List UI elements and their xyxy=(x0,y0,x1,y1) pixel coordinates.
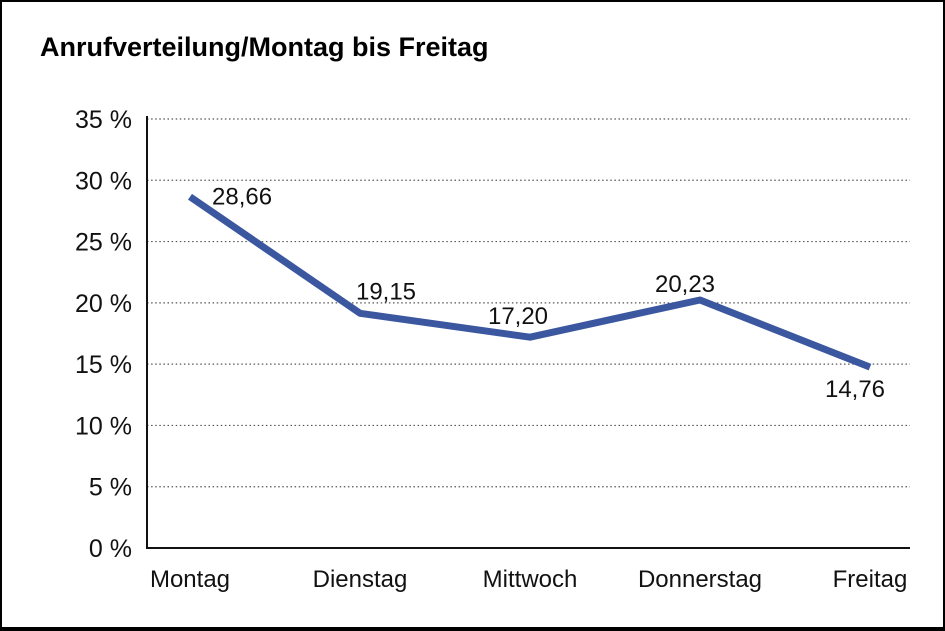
y-axis-tick-label: 0 % xyxy=(89,535,132,563)
data-series-line xyxy=(188,193,872,371)
data-point-label: 14,76 xyxy=(825,376,885,403)
x-axis-category-label: Donnerstag xyxy=(638,566,762,593)
x-axis-category-label: Dienstag xyxy=(313,566,408,593)
chart-title: Anrufverteilung/Montag bis Freitag xyxy=(40,32,489,62)
y-axis-tick-label: 10 % xyxy=(75,412,132,440)
data-point-label: 20,23 xyxy=(655,271,715,298)
y-axis-tick-label: 5 % xyxy=(89,474,132,502)
y-axis-tick-label: 25 % xyxy=(75,229,132,257)
y-axis-tick-label: 35 % xyxy=(75,106,132,134)
y-axis-tick-label: 20 % xyxy=(75,290,132,318)
y-axis-tick-label: 15 % xyxy=(75,351,132,379)
data-point-label: 28,66 xyxy=(212,184,272,211)
data-point-label: 19,15 xyxy=(356,278,416,305)
data-point-label: 17,20 xyxy=(488,303,548,330)
x-axis-category-label: Freitag xyxy=(833,566,908,593)
y-axis-tick-label: 30 % xyxy=(75,167,132,195)
x-axis-category-label: Mittwoch xyxy=(483,566,578,593)
x-axis-category-label: Montag xyxy=(150,566,230,593)
